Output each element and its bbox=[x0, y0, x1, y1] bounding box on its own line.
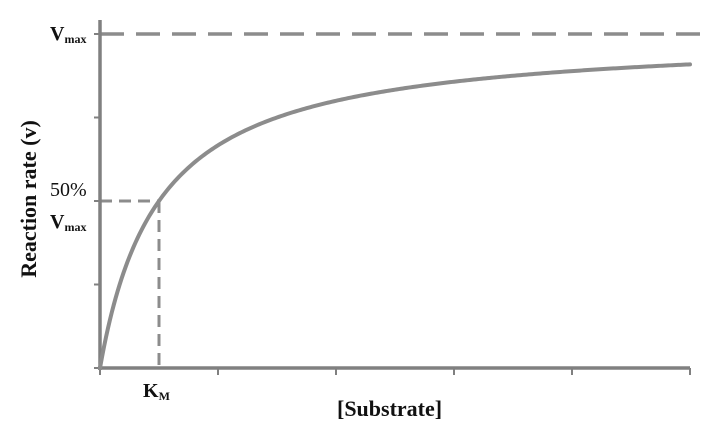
y-axis-title: Reaction rate (v) bbox=[16, 120, 41, 278]
half-vmax-label: Vmax bbox=[50, 211, 87, 234]
vmax-label: Vmax bbox=[50, 23, 87, 46]
reference-lines bbox=[100, 32, 700, 368]
curve-layer bbox=[98, 62, 692, 370]
axes bbox=[94, 20, 691, 375]
series-line-0 bbox=[98, 62, 692, 370]
km-label: KM bbox=[143, 380, 170, 403]
x-axis-title: [Substrate] bbox=[337, 396, 443, 421]
half-vmax-percent-label: 50% bbox=[50, 179, 87, 201]
